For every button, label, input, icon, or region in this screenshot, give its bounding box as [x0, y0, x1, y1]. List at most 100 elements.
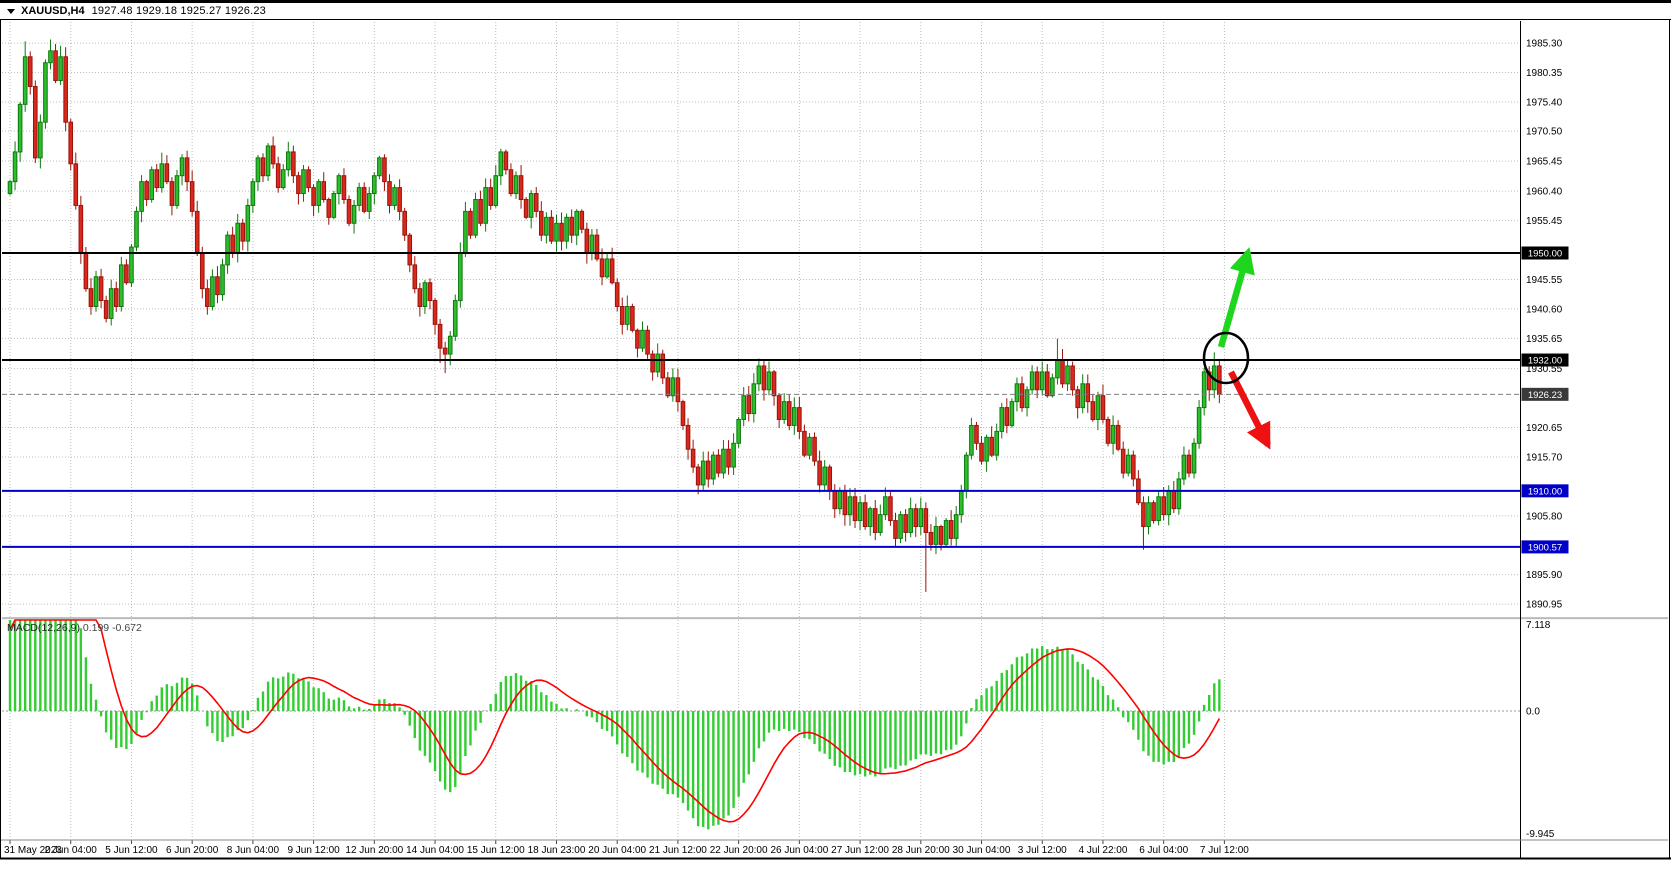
price-tag-label: 1932.00	[1528, 356, 1562, 367]
annotations	[1202, 246, 1271, 450]
candle	[260, 153, 266, 183]
candle	[387, 174, 392, 214]
chart-dropdown-icon[interactable]	[7, 8, 15, 14]
candle	[594, 228, 600, 262]
candle	[888, 490, 893, 526]
price-tick-label: 1935.65	[1526, 334, 1563, 345]
candle	[1196, 400, 1202, 449]
candle	[1050, 373, 1055, 398]
candle	[807, 433, 812, 460]
candle	[726, 440, 731, 475]
chart-header-bar: XAUUSD,H4 1927.48 1929.18 1925.27 1926.2…	[0, 3, 1671, 20]
candle	[1085, 374, 1091, 413]
candle	[1141, 496, 1146, 550]
macd-axis-label: 0.0	[1526, 706, 1540, 717]
candle	[210, 269, 215, 311]
candle	[599, 248, 605, 286]
candle	[43, 59, 48, 129]
candle	[994, 423, 1000, 461]
candle	[756, 358, 762, 392]
candle	[442, 341, 448, 374]
candle	[625, 295, 630, 331]
price-tick-label: 1960.40	[1526, 187, 1563, 198]
price-axis[interactable]: 1985.30 1980.35 1975.40 1970.50 1965.45 1960.…	[1526, 39, 1563, 840]
candle	[1075, 385, 1080, 419]
candle	[377, 155, 382, 180]
price-tag-label: 1900.57	[1528, 542, 1562, 553]
candle	[473, 192, 478, 239]
candle	[574, 209, 580, 246]
candle	[1206, 366, 1212, 401]
candle	[382, 154, 387, 192]
candle	[361, 182, 367, 214]
candle	[286, 141, 291, 177]
bearish-arrow[interactable]	[1228, 370, 1271, 450]
candle	[533, 187, 539, 218]
candle	[797, 396, 802, 439]
candle	[1090, 394, 1096, 422]
candle	[660, 349, 666, 385]
candle	[351, 199, 357, 234]
candle	[63, 47, 68, 132]
horizontal-lines: 1950.00 1932.00 1926.23 1910.00 1900.57	[2, 246, 1569, 554]
candle	[979, 436, 984, 465]
candle	[852, 487, 858, 529]
candle	[245, 198, 251, 252]
candle	[564, 213, 569, 249]
price-tick-label: 1930.55	[1526, 364, 1563, 375]
candle	[129, 243, 134, 288]
candle	[255, 154, 261, 191]
candle	[503, 149, 509, 175]
candle	[48, 39, 53, 70]
candle	[812, 432, 817, 466]
time-label: 14 Jun 04:00	[406, 845, 464, 856]
time-label: 31 May 2023	[4, 845, 62, 856]
candle	[771, 369, 777, 406]
candle	[68, 118, 74, 171]
symbol-timeframe-label: XAUUSD,H4	[21, 5, 85, 17]
candle	[857, 496, 863, 531]
price-tick-label: 1895.90	[1526, 570, 1563, 581]
candle	[1100, 384, 1106, 424]
candle	[296, 171, 301, 205]
candle	[832, 484, 838, 519]
candle	[792, 397, 797, 435]
candle	[872, 500, 878, 541]
candle	[847, 488, 853, 526]
candle	[943, 518, 949, 547]
candle	[878, 504, 883, 536]
candle	[144, 179, 149, 206]
time-label: 4 Jul 22:00	[1078, 845, 1127, 856]
candle	[989, 426, 994, 457]
candle	[159, 152, 165, 193]
candle	[1191, 438, 1197, 479]
candle	[974, 421, 979, 450]
decision-zone-circle[interactable]	[1202, 331, 1250, 385]
candle	[1131, 450, 1136, 487]
candle	[306, 166, 311, 193]
candle	[1034, 366, 1040, 399]
candle	[589, 229, 595, 261]
candle	[189, 170, 195, 217]
price-tick-label: 1905.80	[1526, 511, 1563, 522]
time-label: 28 Jun 20:00	[892, 845, 950, 856]
candle	[164, 155, 170, 185]
candle	[463, 201, 468, 258]
candle	[17, 102, 23, 162]
price-tick-label: 1965.45	[1526, 157, 1563, 168]
candle	[1181, 446, 1187, 486]
candle	[999, 402, 1005, 439]
candle	[822, 460, 827, 491]
price-tick-label: 1920.65	[1526, 423, 1563, 434]
time-label: 26 Jun 04:00	[770, 845, 828, 856]
candle	[1115, 420, 1121, 452]
price-tick-label: 1940.60	[1526, 304, 1563, 315]
candle	[513, 171, 519, 199]
candle	[933, 516, 939, 555]
bullish-arrow[interactable]	[1217, 246, 1255, 348]
candle	[53, 43, 58, 84]
candle	[518, 165, 524, 209]
